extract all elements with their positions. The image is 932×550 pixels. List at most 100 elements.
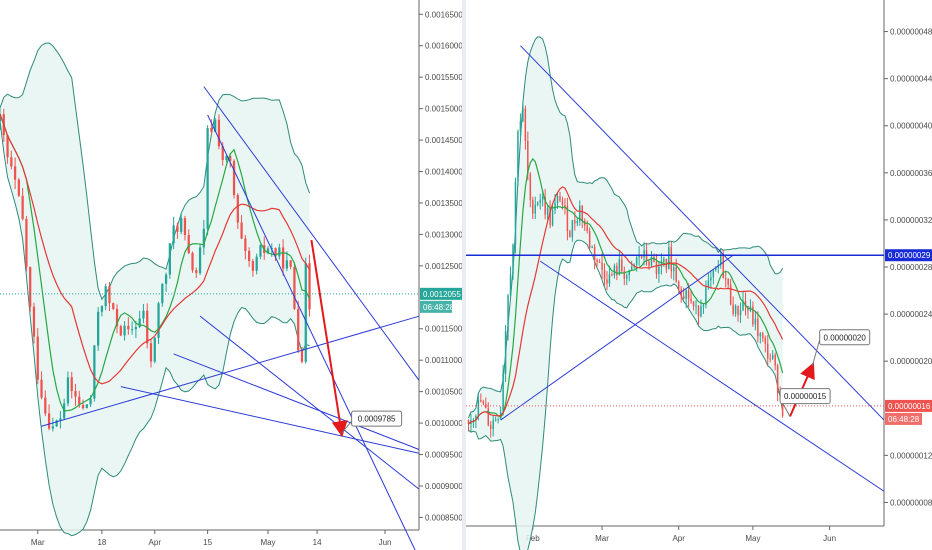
candle-body[interactable] (475, 415, 477, 420)
candle-body[interactable] (618, 259, 621, 276)
candle-body[interactable] (603, 270, 606, 280)
candle-body[interactable] (712, 270, 715, 278)
trend-line[interactable] (173, 353, 420, 450)
candle-body[interactable] (687, 290, 690, 299)
candle-body[interactable] (658, 266, 660, 275)
candle-body[interactable] (487, 408, 490, 426)
candle-body[interactable] (297, 308, 300, 351)
candle-body[interactable] (55, 420, 58, 427)
candle-body[interactable] (217, 119, 221, 147)
candle-body[interactable] (509, 274, 512, 296)
candle-body[interactable] (494, 419, 497, 421)
candle-body[interactable] (717, 265, 720, 269)
candle-body[interactable] (514, 181, 517, 245)
candle-body[interactable] (720, 253, 722, 266)
candle-body[interactable] (149, 343, 153, 362)
right-chart[interactable]: 0.00000048 0.00000044 0.00000040 0.00000036… (466, 0, 932, 550)
candle-body[interactable] (502, 373, 504, 413)
candle-body[interactable] (635, 257, 638, 265)
candle-body[interactable] (278, 247, 281, 257)
candle-body[interactable] (485, 403, 487, 409)
candle-body[interactable] (700, 306, 702, 317)
candle-body[interactable] (157, 303, 160, 338)
candle-body[interactable] (705, 287, 707, 305)
candle-body[interactable] (300, 350, 304, 362)
projection-arrow[interactable] (310, 239, 348, 438)
price-callout-box[interactable] (351, 410, 403, 427)
candle-body[interactable] (214, 119, 217, 132)
candle-body[interactable] (682, 296, 685, 299)
candle-body[interactable] (754, 318, 757, 325)
candle-body[interactable] (25, 219, 28, 267)
candle-body[interactable] (504, 331, 507, 374)
candle-body[interactable] (596, 260, 598, 262)
candle-body[interactable] (673, 267, 675, 272)
candle-body[interactable] (737, 305, 739, 316)
candle-body[interactable] (248, 250, 251, 262)
candle-body[interactable] (769, 358, 771, 360)
candle-body[interactable] (752, 306, 754, 325)
candle-body[interactable] (517, 131, 519, 182)
candle-body[interactable] (176, 225, 179, 232)
trend-line[interactable] (199, 315, 420, 490)
candle-body[interactable] (210, 128, 213, 132)
trend-line[interactable] (520, 45, 885, 421)
candle-body[interactable] (183, 218, 187, 236)
candle-body[interactable] (680, 289, 682, 297)
candle-body[interactable] (638, 255, 640, 258)
candle-body[interactable] (685, 290, 687, 299)
candle-body[interactable] (690, 298, 692, 302)
candle-body[interactable] (771, 354, 774, 359)
candle-body[interactable] (764, 338, 767, 344)
candle-body[interactable] (650, 256, 653, 266)
candle-body[interactable] (480, 400, 482, 402)
candle-body[interactable] (47, 413, 51, 429)
candle-body[interactable] (29, 266, 32, 307)
candle-body[interactable] (536, 202, 539, 205)
candle-body[interactable] (692, 301, 695, 307)
candle-body[interactable] (757, 318, 759, 337)
candle-body[interactable] (232, 160, 236, 195)
candle-body[interactable] (85, 404, 88, 409)
candle-body[interactable] (251, 261, 255, 271)
candle-body[interactable] (611, 274, 613, 276)
candle-body[interactable] (606, 279, 608, 284)
candle-body[interactable] (225, 156, 228, 161)
candle-body[interactable] (762, 333, 764, 339)
candle-body[interactable] (164, 274, 168, 284)
candle-body[interactable] (32, 306, 36, 337)
candle-body[interactable] (195, 270, 198, 274)
candle-body[interactable] (613, 265, 616, 276)
candle-body[interactable] (539, 199, 541, 203)
candle-body[interactable] (70, 377, 73, 391)
candle-body[interactable] (655, 262, 658, 275)
candle-body[interactable] (467, 420, 470, 425)
candle-body[interactable] (89, 398, 92, 405)
candle-body[interactable] (40, 379, 43, 398)
candle-body[interactable] (266, 248, 270, 254)
price-callout-box[interactable] (819, 329, 871, 346)
candle-body[interactable] (541, 197, 544, 200)
candle-body[interactable] (44, 397, 47, 414)
candle-body[interactable] (640, 255, 643, 258)
candle-body[interactable] (630, 266, 633, 271)
candle-body[interactable] (544, 197, 546, 215)
candle-body[interactable] (492, 420, 494, 430)
trend-line[interactable] (120, 386, 420, 454)
candle-body[interactable] (78, 396, 81, 405)
candle-body[interactable] (6, 135, 9, 158)
candle-body[interactable] (112, 303, 115, 309)
candle-body[interactable] (534, 204, 537, 214)
candle-body[interactable] (663, 258, 665, 262)
candle-body[interactable] (497, 419, 499, 421)
candle-body[interactable] (74, 390, 77, 397)
candle-body[interactable] (134, 327, 138, 330)
candle-body[interactable] (653, 256, 655, 263)
candle-body[interactable] (274, 248, 277, 257)
candle-body[interactable] (559, 196, 561, 201)
candle-body[interactable] (512, 244, 514, 275)
candle-body[interactable] (628, 270, 630, 276)
trend-line[interactable] (41, 315, 420, 427)
trend-line[interactable] (207, 114, 419, 550)
candle-body[interactable] (108, 286, 111, 304)
